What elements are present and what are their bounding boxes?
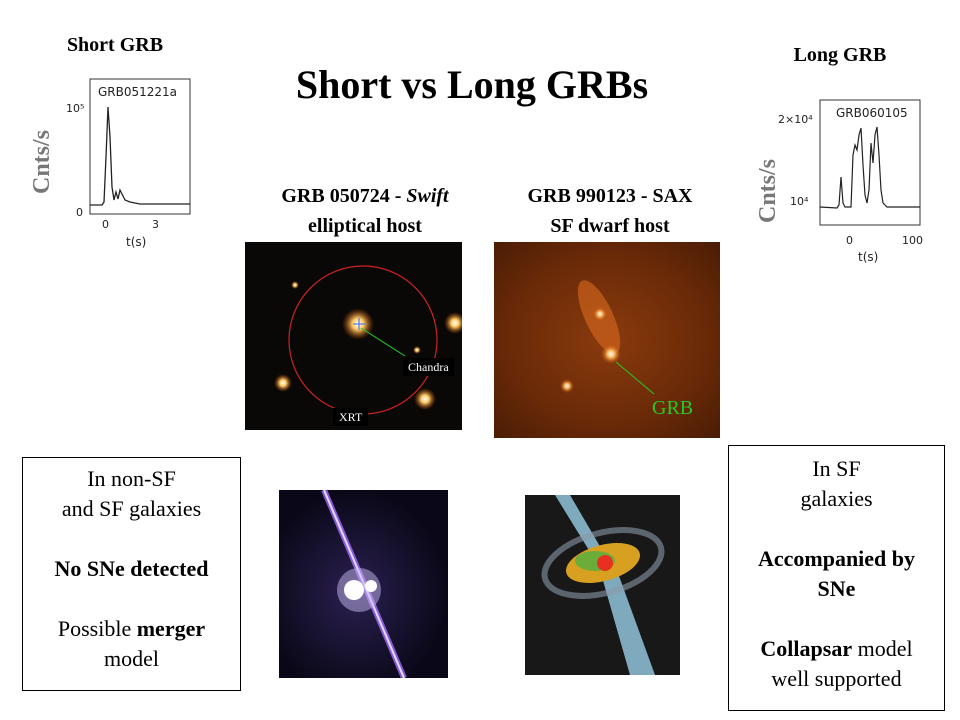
merger-graphic — [321, 490, 407, 678]
long-lightcurve-plot — [819, 99, 921, 226]
summary-bold-line: No SNe detected — [54, 556, 209, 581]
long-xlabel: t(s) — [858, 250, 879, 264]
slide-title: Short vs Long GRBs — [295, 62, 649, 107]
short-host-caption: GRB 050724 - Swift elliptical host — [240, 181, 490, 241]
short-grb-lightcurve: GRB051221a 10⁵ 0 0 3 t(s) Cnts/s — [26, 62, 210, 262]
long-xtick: 100 — [902, 234, 923, 247]
summary-text: Possible — [57, 616, 137, 641]
host-image-graphic — [560, 280, 655, 395]
long-ytick: 10⁴ — [790, 195, 809, 208]
short-ylabel: Cnts/s — [29, 129, 55, 194]
summary-line: In non-SF — [87, 466, 176, 491]
caption-text: GRB 050724 - — [281, 185, 407, 207]
chandra-label: Chandra — [403, 358, 454, 376]
summary-bold-line: Accompanied by — [757, 546, 916, 571]
long-xtick: 0 — [846, 234, 853, 247]
short-xtick: 3 — [152, 218, 159, 231]
caption-swift: Swift — [406, 185, 449, 207]
short-ytick: 0 — [76, 206, 83, 219]
collapsar-illustration — [525, 495, 680, 675]
short-chart-name: GRB051221a — [98, 85, 178, 99]
long-grb-lightcurve: GRB060105 2×10⁴ 10⁴ 0 100 t(s) Cnts/s — [748, 95, 938, 270]
short-grb-label: Short GRB — [66, 34, 164, 56]
summary-text: model — [852, 636, 913, 661]
long-ytick: 2×10⁴ — [778, 113, 813, 126]
summary-line: well supported — [771, 666, 902, 691]
collapsar-graphic — [541, 495, 665, 675]
short-grb-summary-box: In non-SF and SF galaxies No SNe detecte… — [22, 457, 241, 691]
long-grb-summary-box: In SF galaxies Accompanied by SNe Collap… — [728, 445, 945, 711]
summary-line: galaxies — [800, 486, 873, 511]
summary-line: model — [104, 646, 159, 671]
caption-text: GRB 990123 - SAX — [527, 185, 693, 207]
summary-bold-line: SNe — [817, 576, 856, 601]
long-ylabel: Cnts/s — [755, 158, 781, 223]
long-grb-label: Long GRB — [793, 44, 887, 66]
summary-line: Collapsar model — [729, 634, 944, 664]
merger-illustration — [279, 490, 448, 678]
grb-label: GRB — [652, 397, 694, 419]
caption-text: elliptical host — [308, 215, 422, 237]
summary-line: Possible merger — [23, 614, 240, 644]
summary-line: and SF galaxies — [61, 496, 202, 521]
short-xlabel: t(s) — [126, 235, 147, 249]
elliptical-host-image: Chandra XRT — [245, 242, 462, 430]
dwarf-host-image: GRB — [494, 242, 720, 438]
host-image-graphic — [274, 265, 462, 415]
short-ytick: 10⁵ — [66, 102, 85, 115]
summary-bold: Collapsar — [760, 636, 853, 661]
summary-bold: merger — [136, 616, 206, 641]
short-xtick: 0 — [102, 218, 109, 231]
long-chart-name: GRB060105 — [836, 106, 908, 120]
long-host-caption: GRB 990123 - SAX SF dwarf host — [490, 181, 730, 241]
summary-line: In SF — [812, 456, 861, 481]
short-lightcurve-plot — [89, 78, 191, 215]
caption-text: SF dwarf host — [550, 215, 670, 237]
xrt-label: XRT — [333, 408, 369, 426]
